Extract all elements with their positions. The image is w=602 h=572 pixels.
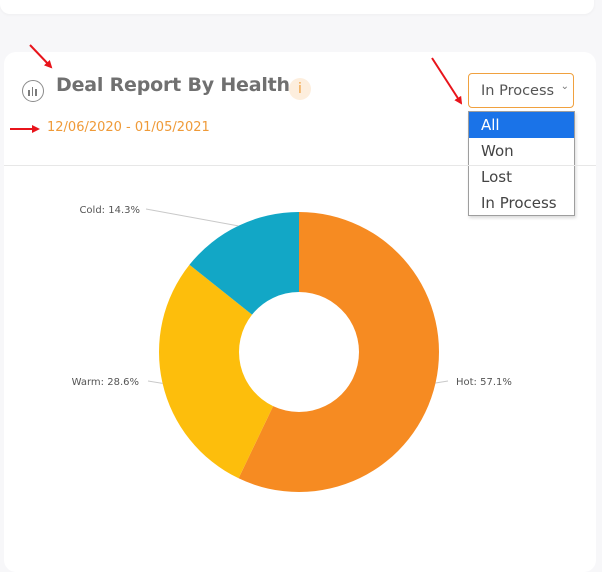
leader-line-hot [435, 380, 449, 384]
leader-line-warm [147, 380, 163, 384]
option-lost[interactable]: Lost [481, 168, 512, 186]
deal-status-dropdown: All Won Lost In Process [468, 111, 575, 216]
slice-warm[interactable] [159, 264, 274, 479]
deal-status-select[interactable]: In Process ⌄ [468, 73, 574, 108]
chevron-down-icon: ⌄ [560, 81, 569, 92]
leader-line-cold [145, 208, 239, 227]
previous-card [0, 0, 594, 14]
health-donut-chart: Hot: 57.1% Warm: 28.6% Cold: 14.3% [72, 205, 512, 492]
option-in-process[interactable]: In Process [481, 194, 557, 212]
info-icon[interactable]: i [289, 78, 311, 100]
data-label-cold: Cold: 14.3% [79, 205, 140, 216]
slice-hot[interactable] [238, 212, 439, 492]
slice-cold[interactable] [189, 212, 299, 315]
data-label-hot: Hot: 57.1% [456, 377, 512, 388]
divider [4, 165, 596, 166]
option-won[interactable]: Won [481, 142, 514, 160]
chart-bars-icon [22, 80, 44, 102]
option-all[interactable]: All [469, 112, 574, 138]
data-label-warm: Warm: 28.6% [72, 377, 139, 388]
select-value: In Process [481, 83, 555, 99]
page-title: Deal Report By Health [56, 74, 290, 96]
date-range[interactable]: 12/06/2020 - 01/05/2021 [47, 120, 210, 135]
